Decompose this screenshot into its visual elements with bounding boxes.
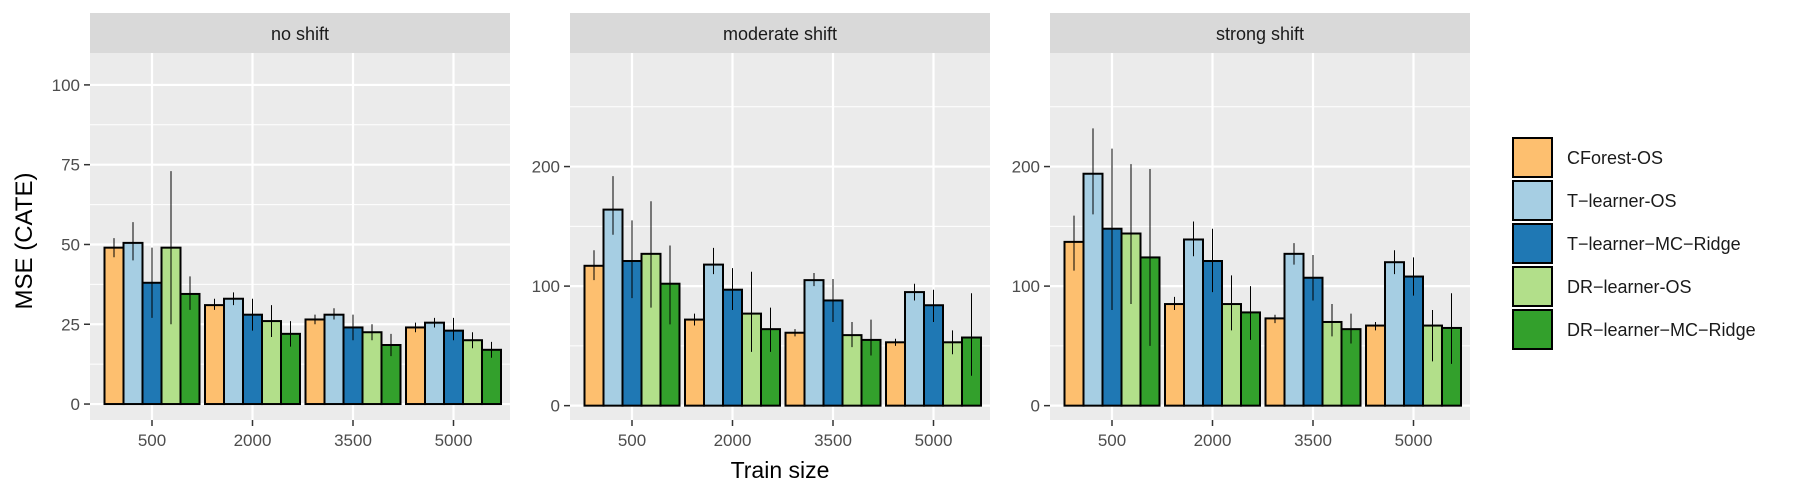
y-tick-label: 0	[1031, 397, 1040, 416]
bar-2000-series-1	[703, 263, 724, 407]
bar-500-series-0	[103, 246, 125, 406]
x-tick-label: 500	[1098, 431, 1126, 450]
y-tick-label: 100	[532, 277, 560, 296]
y-tick-label: 50	[61, 235, 80, 254]
x-tick-label: 3500	[1294, 431, 1332, 450]
y-axis-label: MSE (CATE)	[11, 173, 38, 310]
bar-3500-series-1	[1283, 252, 1305, 407]
x-tick-label: 5000	[1395, 431, 1433, 450]
legend-label-1: T−learner-OS	[1567, 191, 1677, 211]
facet-panel-1: 0 100 200 500 2000 3500 5000 moderate shift	[532, 13, 990, 450]
bar-5000-series-0	[405, 326, 426, 406]
x-tick-label: 500	[618, 431, 646, 450]
legend-swatch-0	[1512, 137, 1553, 178]
legend-swatch-4	[1512, 309, 1553, 350]
legend-label-2: T−learner−MC−Ridge	[1567, 234, 1741, 254]
x-tick-label: 3500	[814, 431, 852, 450]
y-tick-label: 100	[1012, 277, 1040, 296]
bar-500-series-1	[122, 241, 144, 406]
bar-2000-series-0	[204, 304, 225, 406]
y-tick-label: 0	[551, 397, 560, 416]
bar-3500-series-0	[304, 318, 326, 406]
bar-2000-series-0	[684, 318, 705, 407]
bar-5000-series-0	[885, 341, 906, 407]
x-tick-label: 5000	[435, 431, 473, 450]
bar-5000-series-1	[904, 291, 925, 407]
bar-500-series-4	[179, 292, 201, 406]
bar-3500-series-0	[784, 331, 806, 407]
legend-label-0: CForest-OS	[1567, 148, 1663, 168]
bar-3500-series-3	[361, 331, 383, 406]
facet-panel-0: 0 25 50 75 100 500 2000 3500 5000 no shift	[52, 13, 510, 450]
facet-strip	[570, 13, 990, 53]
bar-2000-series-1	[1183, 238, 1204, 407]
legend-swatch-1	[1512, 180, 1553, 221]
bar-5000-series-4	[481, 348, 502, 406]
facet-title: no shift	[271, 24, 329, 44]
y-tick-label: 100	[52, 76, 80, 95]
y-tick-label: 200	[1012, 158, 1040, 177]
legend-label-4: DR−learner−MC−Ridge	[1567, 320, 1756, 340]
y-tick-label: 200	[532, 158, 560, 177]
bar-5000-series-0	[1365, 324, 1386, 407]
facet-panel-2: 0 100 200 500 2000 3500 5000 strong shift	[1012, 13, 1470, 450]
bar-3500-series-0	[1264, 317, 1286, 407]
legend: CForest-OS T−learner-OS T−learner−MC−Ridge…	[1512, 137, 1756, 350]
bar-3500-series-1	[803, 279, 825, 407]
facet-strip	[1050, 13, 1470, 53]
legend-swatch-3	[1512, 266, 1553, 307]
bar-2000-series-0	[1164, 303, 1185, 407]
bar-500-series-0	[583, 264, 605, 407]
facet-title: moderate shift	[723, 24, 837, 44]
bar-5000-series-2	[443, 329, 464, 406]
bar-5000-series-1	[1384, 261, 1405, 407]
facet-strip	[90, 13, 510, 53]
x-axis-label: Train size	[731, 457, 830, 483]
x-tick-label: 500	[138, 431, 166, 450]
bar-2000-series-1	[223, 297, 244, 406]
legend-swatch-2	[1512, 223, 1553, 264]
x-tick-label: 3500	[334, 431, 372, 450]
x-tick-label: 5000	[915, 431, 953, 450]
legend-label-3: DR−learner-OS	[1567, 277, 1692, 297]
bar-5000-series-3	[462, 339, 483, 406]
y-tick-label: 75	[61, 156, 80, 175]
facet-title: strong shift	[1216, 24, 1304, 44]
bar-5000-series-2	[1403, 275, 1424, 407]
bar-500-series-1	[602, 208, 624, 407]
x-tick-label: 2000	[234, 431, 272, 450]
y-tick-label: 0	[71, 395, 80, 414]
bar-3500-series-1	[323, 313, 345, 406]
bar-5000-series-1	[424, 321, 445, 406]
y-tick-label: 25	[61, 315, 80, 334]
x-tick-label: 2000	[1194, 431, 1232, 450]
x-tick-label: 2000	[714, 431, 752, 450]
